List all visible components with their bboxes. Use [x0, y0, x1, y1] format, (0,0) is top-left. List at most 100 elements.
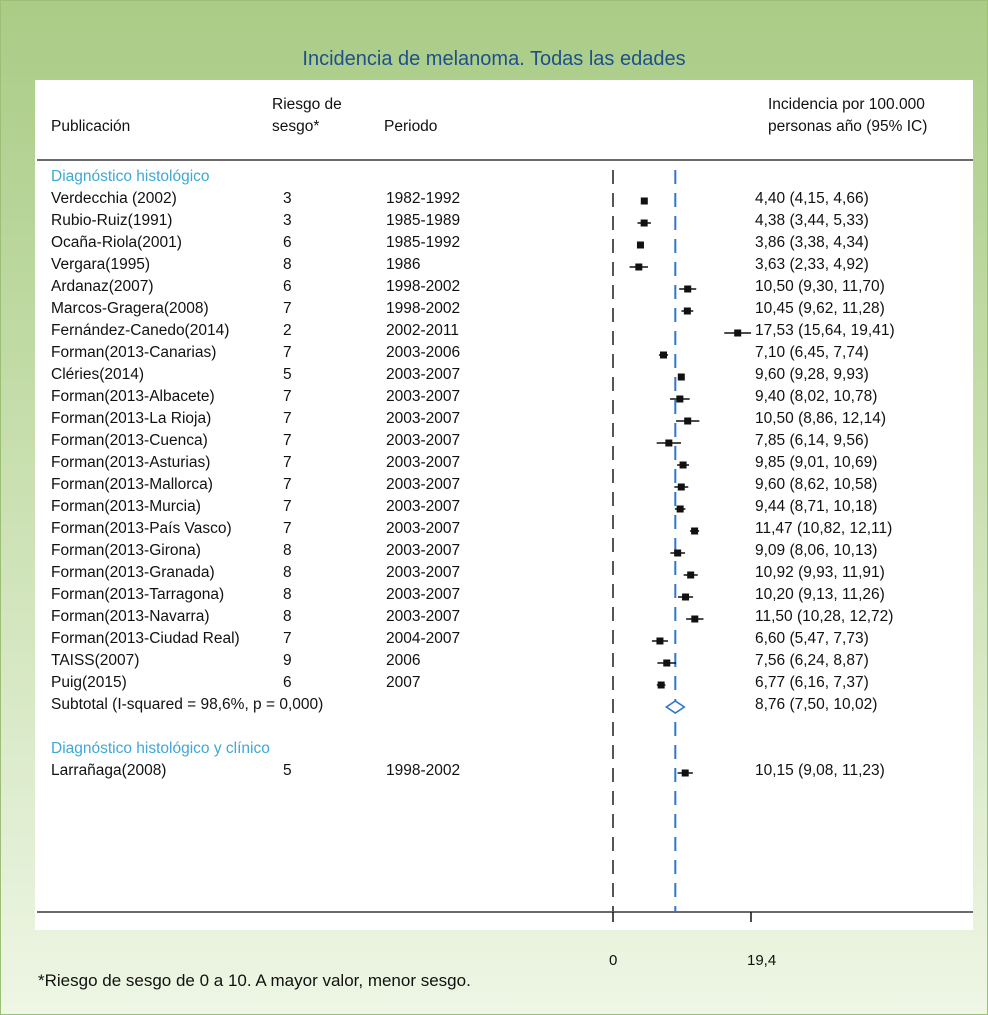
study-publication: Forman(2013-Tarragona)	[51, 586, 225, 603]
study-estimate-ci: 4,40 (4,15, 4,66)	[755, 190, 869, 207]
point-estimate	[665, 439, 673, 447]
study-period: 1998-2002	[386, 278, 461, 295]
study-estimate-ci: 9,60 (9,28, 9,93)	[755, 366, 869, 383]
study-publication: Forman(2013-Cuenca)	[51, 432, 208, 449]
point-estimate	[684, 417, 692, 425]
study-risk-of-bias: 5	[283, 762, 292, 779]
study-period: 2003-2007	[386, 498, 461, 515]
point-estimate	[635, 263, 643, 271]
study-publication: Ardanaz(2007)	[51, 278, 154, 295]
study-risk-of-bias: 7	[283, 344, 292, 361]
study-risk-of-bias: 2	[283, 322, 292, 339]
study-estimate-ci: 10,50 (9,30, 11,70)	[755, 278, 885, 295]
study-publication: Forman(2013-Girona)	[51, 542, 201, 559]
point-estimate	[679, 461, 687, 469]
point-estimate	[676, 395, 684, 403]
point-estimate	[640, 197, 648, 205]
study-risk-of-bias: 7	[283, 432, 292, 449]
study-publication: Forman(2013-País Vasco)	[51, 520, 232, 537]
study-publication: Rubio-Ruiz(1991)	[51, 212, 173, 229]
study-estimate-ci: 4,38 (3,44, 5,33)	[755, 212, 869, 229]
study-estimate-ci: 10,92 (9,93, 11,91)	[755, 564, 885, 581]
x-tick-label: 19,4	[747, 952, 776, 969]
point-estimate	[687, 571, 695, 579]
study-publication: Fernández-Canedo(2014)	[51, 322, 230, 339]
point-estimate	[683, 307, 691, 315]
study-estimate-ci: 7,85 (6,14, 9,56)	[755, 432, 869, 449]
study-estimate-ci: 11,50 (10,28, 12,72)	[755, 608, 894, 625]
study-publication: Forman(2013-La Rioja)	[51, 410, 212, 427]
study-period: 2003-2007	[386, 608, 461, 625]
study-risk-of-bias: 9	[283, 652, 292, 669]
header-period: Periodo	[384, 118, 438, 135]
study-risk-of-bias: 8	[283, 564, 292, 581]
point-estimate	[657, 681, 665, 689]
header-risk-line2: sesgo*	[272, 118, 320, 135]
study-publication: Forman(2013-Canarias)	[51, 344, 217, 361]
study-period: 2007	[386, 674, 421, 691]
study-period: 1985-1989	[386, 212, 461, 229]
chart-panel	[35, 80, 973, 930]
point-estimate	[676, 505, 684, 513]
study-period: 2003-2007	[386, 520, 461, 537]
study-risk-of-bias: 6	[283, 234, 292, 251]
point-estimate	[656, 637, 664, 645]
point-estimate	[677, 373, 685, 381]
study-risk-of-bias: 7	[283, 454, 292, 471]
point-estimate	[691, 527, 699, 535]
study-period: 2003-2006	[386, 344, 461, 361]
study-risk-of-bias: 7	[283, 630, 292, 647]
point-estimate	[684, 285, 692, 293]
header-effect-line1: Incidencia por 100.000	[768, 96, 925, 113]
study-period: 2003-2007	[386, 454, 461, 471]
study-estimate-ci: 6,77 (6,16, 7,37)	[755, 674, 869, 691]
chart-title: Incidencia de melanoma. Todas las edades	[302, 48, 686, 70]
point-estimate	[640, 219, 648, 227]
study-period: 2002-2011	[386, 322, 459, 339]
footnote: *Riesgo de sesgo de 0 a 10. A mayor valo…	[38, 971, 471, 990]
study-estimate-ci: 10,45 (9,62, 11,28)	[755, 300, 885, 317]
study-period: 1986	[386, 256, 421, 273]
study-publication: Verdecchia (2002)	[51, 190, 177, 207]
study-period: 2003-2007	[386, 564, 461, 581]
study-estimate-ci: 9,44 (8,71, 10,18)	[755, 498, 878, 515]
point-estimate	[663, 659, 671, 667]
study-period: 2003-2007	[386, 388, 461, 405]
study-period: 2003-2007	[386, 366, 461, 383]
study-estimate-ci: 7,56 (6,24, 8,87)	[755, 652, 869, 669]
study-estimate-ci: 3,86 (3,38, 4,34)	[755, 234, 869, 251]
study-risk-of-bias: 7	[283, 300, 292, 317]
study-publication: Forman(2013-Navarra)	[51, 608, 210, 625]
study-risk-of-bias: 8	[283, 586, 292, 603]
header-effect-line2: personas año (95% IC)	[768, 118, 928, 135]
study-publication: Larrañaga(2008)	[51, 762, 167, 779]
point-estimate	[677, 483, 685, 491]
study-risk-of-bias: 7	[283, 520, 292, 537]
study-estimate-ci: 6,60 (5,47, 7,73)	[755, 630, 869, 647]
study-publication: Cléries(2014)	[51, 366, 145, 383]
study-period: 2004-2007	[386, 630, 461, 647]
study-publication: Forman(2013-Ciudad Real)	[51, 630, 240, 647]
study-risk-of-bias: 3	[283, 212, 292, 229]
study-period: 1985-1992	[386, 234, 461, 251]
study-risk-of-bias: 6	[283, 278, 292, 295]
point-estimate	[682, 593, 690, 601]
study-risk-of-bias: 8	[283, 608, 292, 625]
study-estimate-ci: 17,53 (15,64, 19,41)	[755, 322, 895, 339]
study-publication: TAISS(2007)	[51, 652, 140, 669]
study-publication: Forman(2013-Mallorca)	[51, 476, 213, 493]
study-period: 2003-2007	[386, 542, 461, 559]
study-estimate-ci: 9,40 (8,02, 10,78)	[755, 388, 878, 405]
study-estimate-ci: 9,85 (9,01, 10,69)	[755, 454, 878, 471]
study-publication: Puig(2015)	[51, 674, 127, 691]
study-estimate-ci: 9,60 (8,62, 10,58)	[755, 476, 878, 493]
group-label: Diagnóstico histológico y clínico	[51, 740, 270, 757]
study-risk-of-bias: 3	[283, 190, 292, 207]
study-risk-of-bias: 8	[283, 542, 292, 559]
point-estimate	[660, 351, 668, 359]
header-risk-line1: Riesgo de	[272, 96, 342, 113]
study-estimate-ci: 10,20 (9,13, 11,26)	[755, 586, 885, 603]
study-period: 2003-2007	[386, 410, 461, 427]
study-period: 1998-2002	[386, 300, 461, 317]
